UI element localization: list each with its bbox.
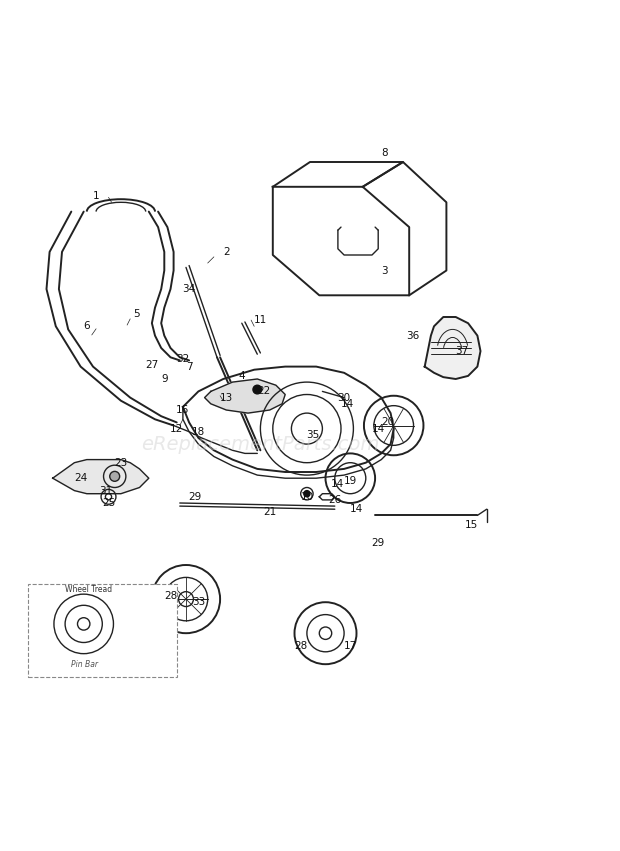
Circle shape [110, 471, 120, 482]
Polygon shape [205, 379, 285, 413]
Text: 31: 31 [99, 486, 112, 495]
Text: 24: 24 [74, 473, 87, 483]
Text: 14: 14 [331, 479, 345, 489]
Text: 2: 2 [223, 247, 229, 257]
Text: 4: 4 [239, 371, 245, 381]
Text: 3: 3 [381, 266, 388, 276]
Text: 14: 14 [371, 424, 385, 434]
Text: 30: 30 [337, 392, 351, 403]
Text: 37: 37 [455, 346, 469, 356]
Text: 18: 18 [192, 426, 205, 437]
Text: 5: 5 [133, 309, 140, 319]
Text: 25: 25 [102, 498, 115, 508]
Text: 29: 29 [371, 539, 385, 548]
Text: 1: 1 [93, 191, 99, 201]
Bar [28, 584, 177, 677]
Text: 13: 13 [219, 392, 233, 403]
Text: 16: 16 [176, 405, 190, 415]
Text: 8: 8 [381, 148, 388, 157]
Text: 15: 15 [464, 520, 478, 529]
Text: 14: 14 [350, 504, 363, 514]
Text: 28: 28 [164, 591, 177, 601]
Text: 35: 35 [306, 430, 320, 440]
Text: 21: 21 [263, 507, 277, 517]
Polygon shape [425, 317, 480, 379]
Text: 6: 6 [84, 322, 90, 331]
Text: 22: 22 [257, 386, 270, 397]
Text: 32: 32 [176, 354, 190, 364]
Polygon shape [53, 460, 149, 494]
Text: 7: 7 [186, 362, 192, 372]
Text: eReplacementParts.com: eReplacementParts.com [141, 435, 379, 454]
Text: 19: 19 [343, 477, 357, 486]
Text: 29: 29 [188, 492, 202, 502]
Text: 10: 10 [300, 492, 314, 502]
Text: 34: 34 [182, 284, 196, 294]
Text: 12: 12 [170, 424, 184, 434]
Text: 27: 27 [145, 360, 159, 370]
Text: 11: 11 [254, 315, 267, 325]
Text: 26: 26 [328, 495, 342, 505]
Text: Wheel Tread: Wheel Tread [65, 585, 112, 594]
Text: 9: 9 [161, 374, 167, 384]
Text: 33: 33 [192, 597, 205, 608]
Text: 28: 28 [294, 641, 308, 651]
Text: 20: 20 [381, 417, 394, 427]
Text: 17: 17 [343, 641, 357, 651]
Circle shape [304, 490, 310, 497]
Text: Pin Bar: Pin Bar [71, 660, 99, 669]
Text: 14: 14 [340, 399, 354, 408]
Text: 23: 23 [114, 458, 128, 468]
Text: 36: 36 [405, 330, 419, 340]
Circle shape [253, 386, 262, 394]
